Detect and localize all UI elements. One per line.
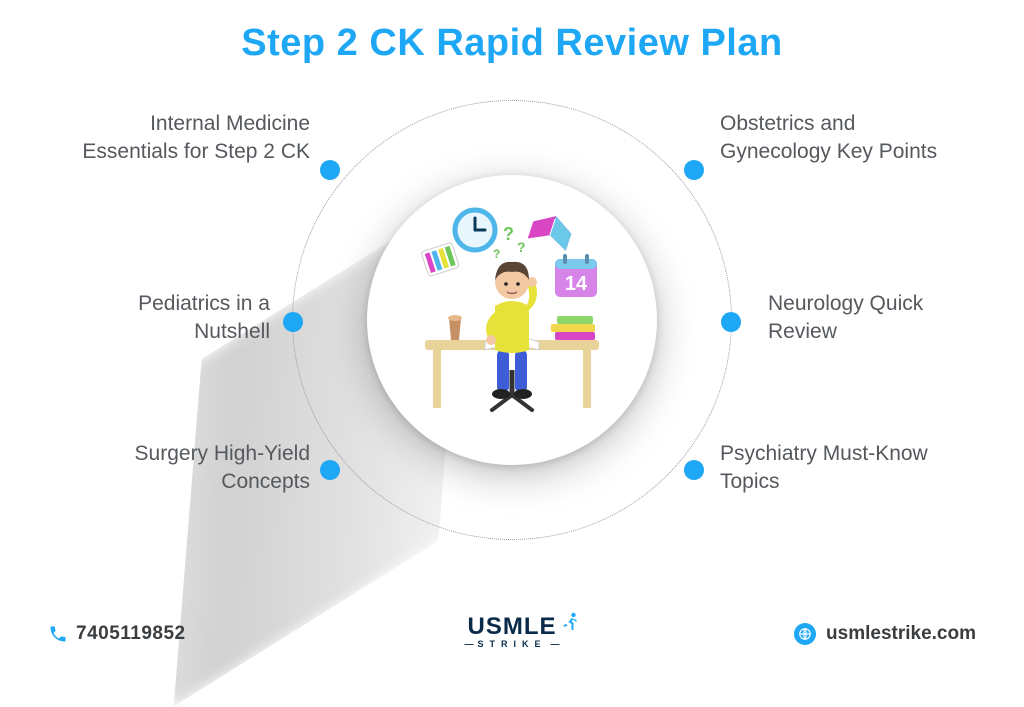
website-contact: usmlestrike.com xyxy=(794,623,976,645)
clock-icon xyxy=(455,210,495,250)
question-mark-icon: ? xyxy=(517,239,526,255)
topic-psychiatry: Psychiatry Must-Know Topics xyxy=(720,440,960,497)
topic-neurology: Neurology Quick Review xyxy=(768,290,958,347)
website-text: usmlestrike.com xyxy=(826,623,976,645)
page-title: Step 2 CK Rapid Review Plan xyxy=(0,22,1024,65)
book-stack-icon xyxy=(551,316,595,340)
student-icon xyxy=(486,262,537,410)
calendar-icon: 14 xyxy=(555,254,597,297)
topic-dot xyxy=(721,312,741,332)
topic-dot xyxy=(320,160,340,180)
topic-dot xyxy=(684,460,704,480)
topic-dot xyxy=(320,460,340,480)
topic-internal-medicine: Internal Medicine Essentials for Step 2 … xyxy=(55,110,310,167)
question-mark-icon: ? xyxy=(493,247,500,261)
topic-obgyn: Obstetrics and Gynecology Key Points xyxy=(720,110,960,167)
student-studying-illustration: 14 ? ? ? xyxy=(397,200,627,430)
notebook-icon xyxy=(421,242,459,277)
logo-main-text: USMLE xyxy=(467,613,556,640)
brand-logo: USMLE STRIKE xyxy=(460,613,563,649)
calendar-day: 14 xyxy=(565,273,588,295)
phone-icon xyxy=(48,624,68,644)
topic-pediatrics: Pediatrics in a Nutshell xyxy=(85,290,270,347)
topic-surgery: Surgery High-Yield Concepts xyxy=(60,440,310,497)
footer: 7405119852 USMLE STRIKE usmlestrike.com xyxy=(0,613,1024,645)
topic-dot xyxy=(283,312,303,332)
globe-icon xyxy=(794,623,816,645)
topic-dot xyxy=(684,160,704,180)
book-icon xyxy=(528,210,575,251)
phone-contact: 7405119852 xyxy=(48,623,186,645)
phone-number: 7405119852 xyxy=(76,623,186,645)
question-mark-icon: ? xyxy=(503,224,514,244)
runner-icon xyxy=(558,611,582,635)
coffee-cup-icon xyxy=(448,315,462,340)
